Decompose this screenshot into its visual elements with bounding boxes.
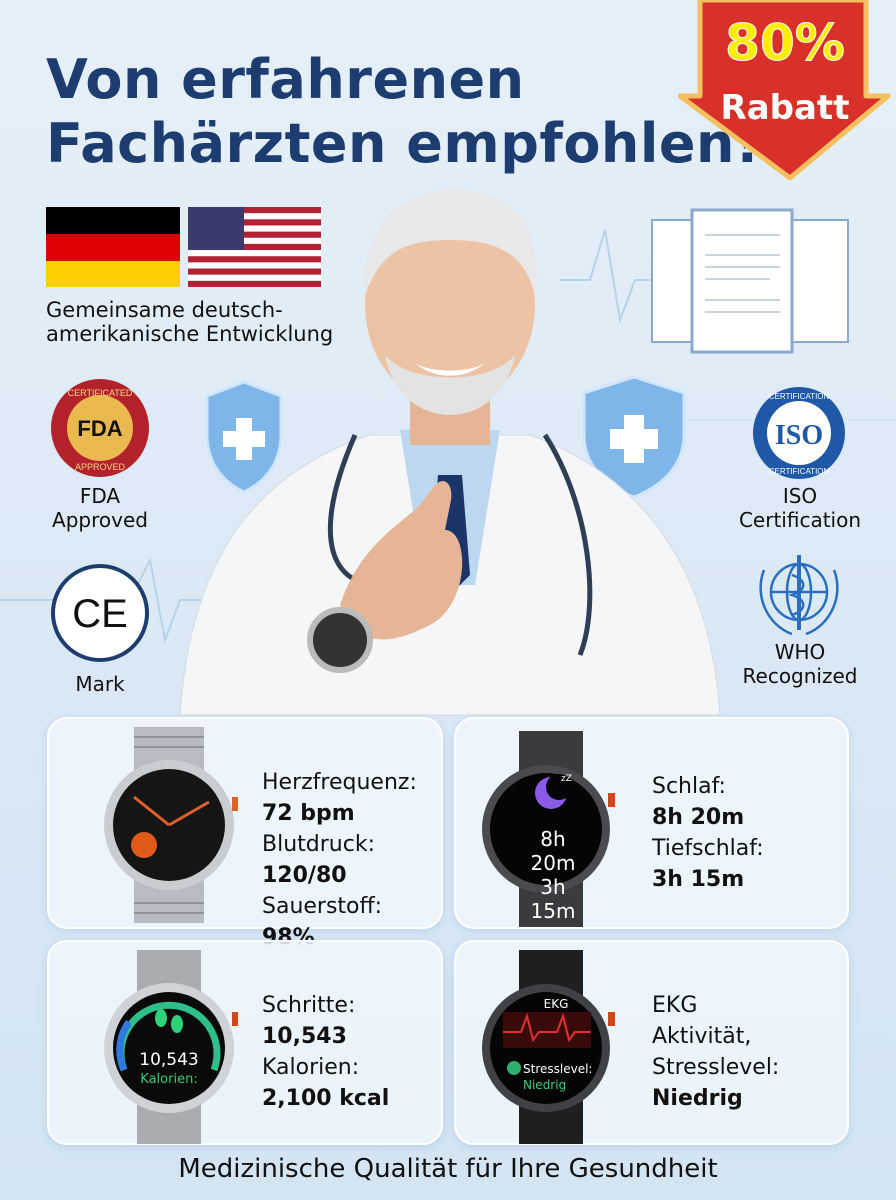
feature-card-steps: 10,543 Kalorien: Schritte: 10,543 Kalorien… [47,940,443,1145]
svg-text:CERTIFICATED: CERTIFICATED [68,388,133,398]
sleep-screen-readout: 8h 20m 3h 15m [530,827,576,923]
who-label: WHO Recognized [742,640,858,688]
fda-seal: FDA CERTIFICATED APPROVED [51,379,149,477]
shield-plus-icon [582,375,686,499]
sleep-text: Schlaf: 8h 20m Tiefschlaf: 3h 15m [652,774,764,892]
feature-card-vitals: Herzfrequenz: 72 bpm Blutdruck: 120/80 Sau… [47,717,443,950]
headline-line-2: Fachärzten empfohlen! [46,112,761,175]
steps-screen-readout: 10,543 Kalorien: [139,1050,199,1087]
steps-text: Schritte: 10,543 Kalorien: 2,100 kcal [262,993,390,1111]
svg-text:CERTIFICATION: CERTIFICATION [769,467,830,476]
smartwatch-steps [104,950,238,1144]
feature-card-ekg: EKG Stresslevel: Niedrig EKG Aktivität, S… [454,940,849,1145]
iso-label: ISO Certification [738,484,862,532]
headline-line-1: Von erfahrenen [46,48,525,111]
svg-text:ISO: ISO [775,420,823,451]
ce-label: Mark [75,672,125,696]
usa-flag [188,207,321,287]
discount-label: Rabatt [720,88,850,128]
svg-text:CE: CE [72,592,128,636]
germany-flag [46,207,180,287]
ce-mark: CE [51,564,149,662]
shield-plus-icon [205,380,283,494]
vitals-text: Herzfrequenz: 72 bpm Blutdruck: 120/80 Sau… [262,770,417,950]
ekg-screen-readout: Stresslevel: Niedrig [523,1062,593,1092]
arrow-down-icon [677,0,891,181]
discount-badge: 80% Rabatt [677,0,892,182]
smartwatch-vitals [104,727,238,923]
iso-seal: ISO CERTIFICATION CERTIFICATION [753,387,845,479]
svg-text:zZ: zZ [561,774,572,784]
feature-card-sleep: zZ 8h 20m 3h 15m Schlaf: 8h 20m Tiefschlaf… [454,717,849,929]
svg-text:FDA: FDA [77,416,122,441]
smartwatch-ekg [482,950,615,1144]
footer-tagline: Medizinische Qualität für Ihre Gesundhei… [178,1154,718,1184]
fda-label: FDA Approved [52,484,148,532]
who-emblem [759,555,839,636]
development-text: Gemeinsame deutsch-amerikanische Entwick… [46,298,334,346]
svg-text:CERTIFICATION: CERTIFICATION [769,392,830,401]
discount-percent: 80% [725,14,846,73]
svg-text:APPROVED: APPROVED [75,462,126,472]
ekg-screen-title: EKG [543,997,569,1011]
ekg-text: EKG Aktivität, Stresslevel: Niedrig [652,993,780,1111]
headline: Von erfahrenen Fachärzten empfohlen! [46,48,760,176]
doctor-illustration [179,190,721,716]
smartwatch-sleep: zZ [482,731,615,927]
certificate-documents [651,208,849,354]
